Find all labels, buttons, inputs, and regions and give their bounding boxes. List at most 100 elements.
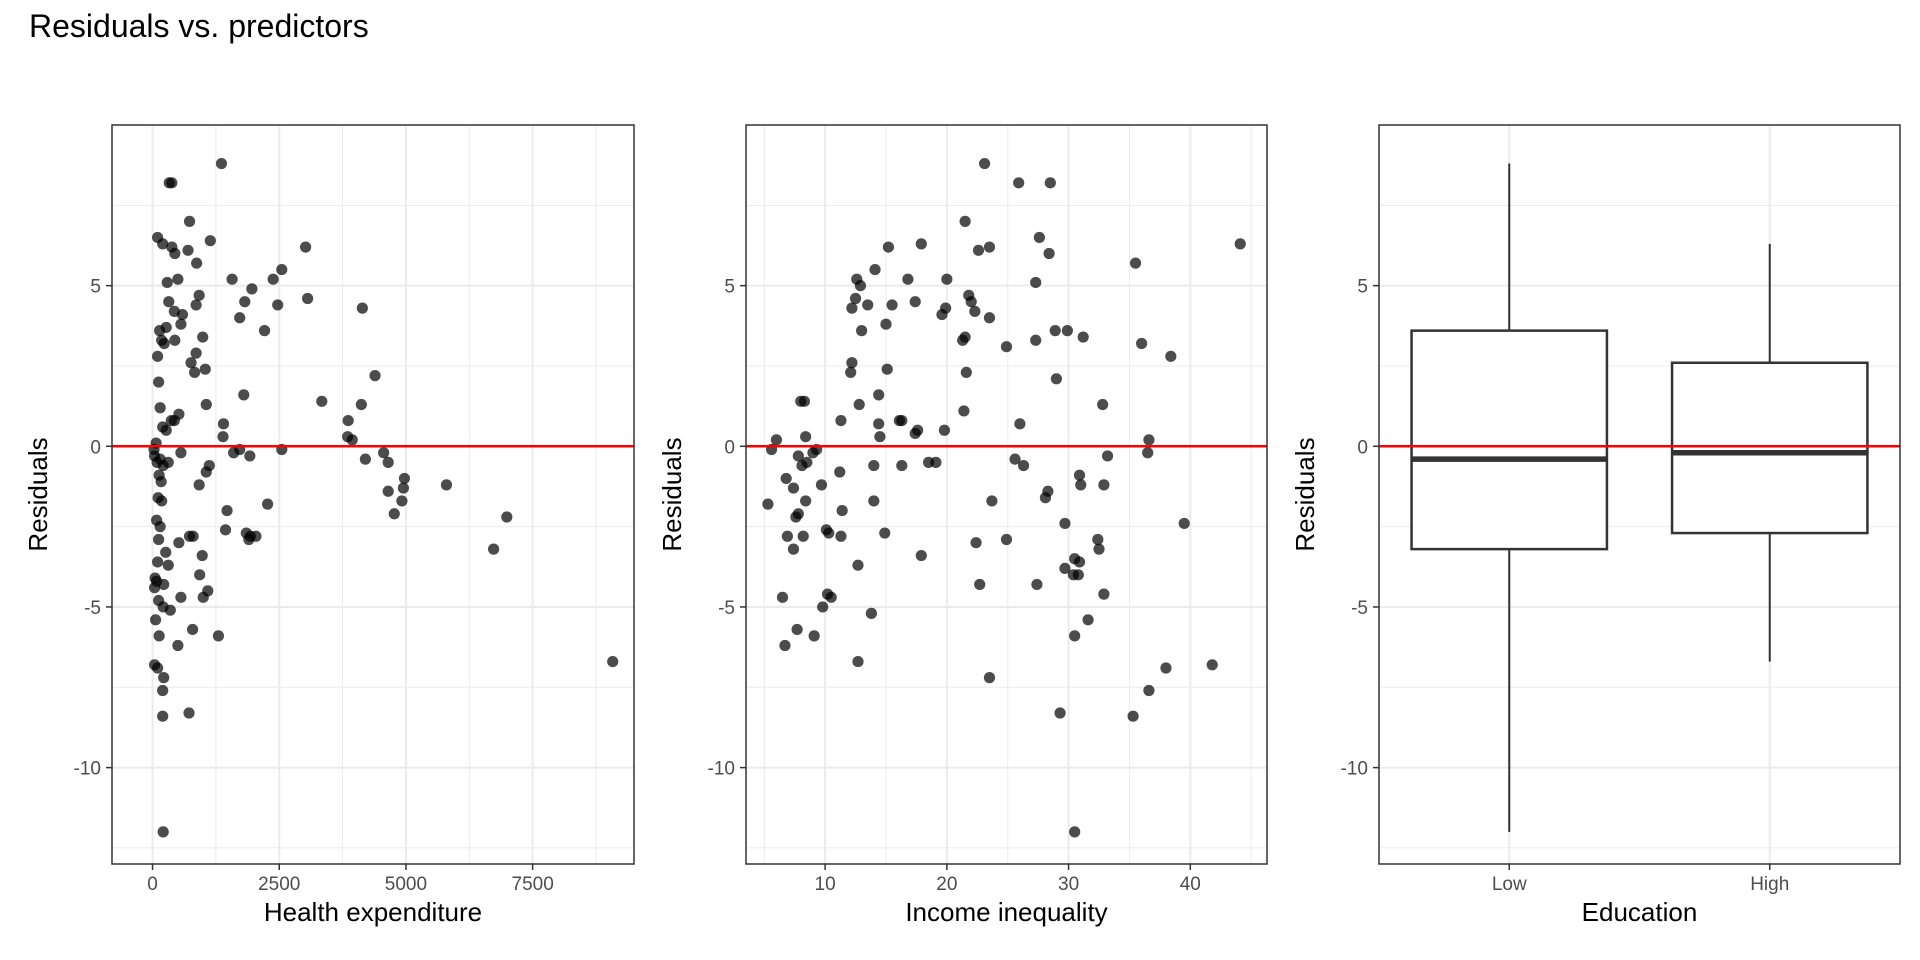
data-point	[501, 511, 513, 523]
data-point	[886, 299, 898, 311]
data-point	[382, 456, 394, 468]
data-point	[169, 334, 181, 346]
panel-2: -10 -5 0 5 10 20 30 40 Income inequality Residual…	[657, 124, 1268, 927]
data-point	[834, 466, 846, 478]
data-point	[972, 244, 985, 256]
data-point	[172, 639, 184, 652]
data-point	[162, 559, 174, 571]
data-point	[238, 389, 250, 401]
box-high	[1670, 361, 1869, 535]
data-point	[153, 630, 165, 642]
data-point	[836, 504, 848, 517]
data-point	[316, 395, 328, 407]
data-point	[397, 482, 410, 494]
data-point	[183, 707, 195, 719]
data-point	[796, 459, 808, 472]
data-point	[244, 450, 256, 462]
data-point	[173, 537, 185, 549]
data-point	[157, 238, 169, 250]
data-point	[217, 418, 230, 430]
data-point	[1072, 569, 1084, 581]
data-point	[182, 244, 194, 256]
data-point	[1013, 177, 1025, 189]
data-point	[488, 543, 500, 555]
data-point	[781, 530, 793, 542]
data-point	[197, 331, 209, 343]
data-point	[200, 398, 212, 411]
x-axis-title: Health expenditure	[264, 897, 482, 927]
data-point	[175, 447, 187, 459]
data-point	[854, 280, 867, 292]
x-tick-label: 0	[147, 874, 158, 895]
data-point	[823, 527, 835, 539]
data-point	[239, 296, 251, 308]
data-point	[356, 302, 368, 314]
data-point	[267, 273, 279, 285]
data-point	[1033, 231, 1045, 244]
data-point	[175, 591, 187, 603]
data-point	[790, 511, 802, 523]
y-tick-label: -10	[708, 759, 735, 780]
y-tick-label: -5	[1351, 598, 1368, 619]
data-point	[369, 370, 381, 382]
data-point	[1098, 479, 1110, 491]
data-point	[896, 415, 908, 427]
data-point	[187, 530, 199, 542]
data-point	[160, 424, 172, 436]
data-point	[1000, 341, 1013, 353]
data-point	[398, 472, 411, 485]
data-point	[155, 476, 167, 488]
data-point	[792, 450, 804, 462]
x-tick-label: 30	[1058, 874, 1079, 895]
data-point	[204, 235, 216, 247]
y-tick-label: -5	[718, 598, 735, 619]
data-point	[882, 241, 895, 253]
data-point	[1143, 434, 1155, 446]
data-point	[196, 549, 208, 562]
data-point	[762, 498, 774, 510]
x-tick-label: 20	[936, 874, 957, 895]
data-point	[1129, 257, 1142, 269]
data-point	[193, 289, 205, 301]
data-point	[846, 357, 858, 369]
data-point	[983, 672, 996, 684]
data-point	[1073, 469, 1086, 481]
data-point	[160, 546, 172, 558]
data-point	[168, 415, 180, 427]
data-point	[909, 427, 921, 440]
data-point	[958, 405, 970, 417]
data-point	[276, 263, 288, 276]
data-point	[856, 325, 868, 337]
data-point	[382, 485, 394, 497]
data-point	[1044, 177, 1056, 189]
data-point	[936, 308, 948, 321]
data-point	[359, 453, 371, 465]
data-point	[190, 347, 202, 359]
data-point	[941, 273, 953, 285]
data-point	[152, 350, 164, 362]
data-point	[440, 479, 453, 491]
data-point	[153, 533, 165, 546]
box-low	[1410, 329, 1609, 551]
data-point	[1093, 543, 1105, 555]
data-point	[342, 415, 354, 427]
plot-background	[746, 125, 1267, 864]
data-point	[1101, 450, 1114, 462]
data-point	[1136, 337, 1148, 350]
data-point	[156, 495, 168, 507]
data-point	[960, 366, 972, 379]
data-point	[166, 177, 178, 189]
data-point	[1000, 533, 1013, 546]
data-point	[835, 530, 847, 542]
y-tick-label: -5	[84, 598, 101, 619]
x-tick-label: 10	[815, 874, 836, 895]
data-point	[158, 337, 170, 350]
data-point	[164, 604, 176, 616]
data-point	[970, 537, 982, 549]
data-point	[787, 482, 800, 494]
data-point	[1143, 684, 1155, 697]
data-point	[915, 238, 927, 250]
data-point	[978, 157, 991, 170]
data-point	[154, 402, 166, 414]
data-point	[355, 398, 367, 411]
